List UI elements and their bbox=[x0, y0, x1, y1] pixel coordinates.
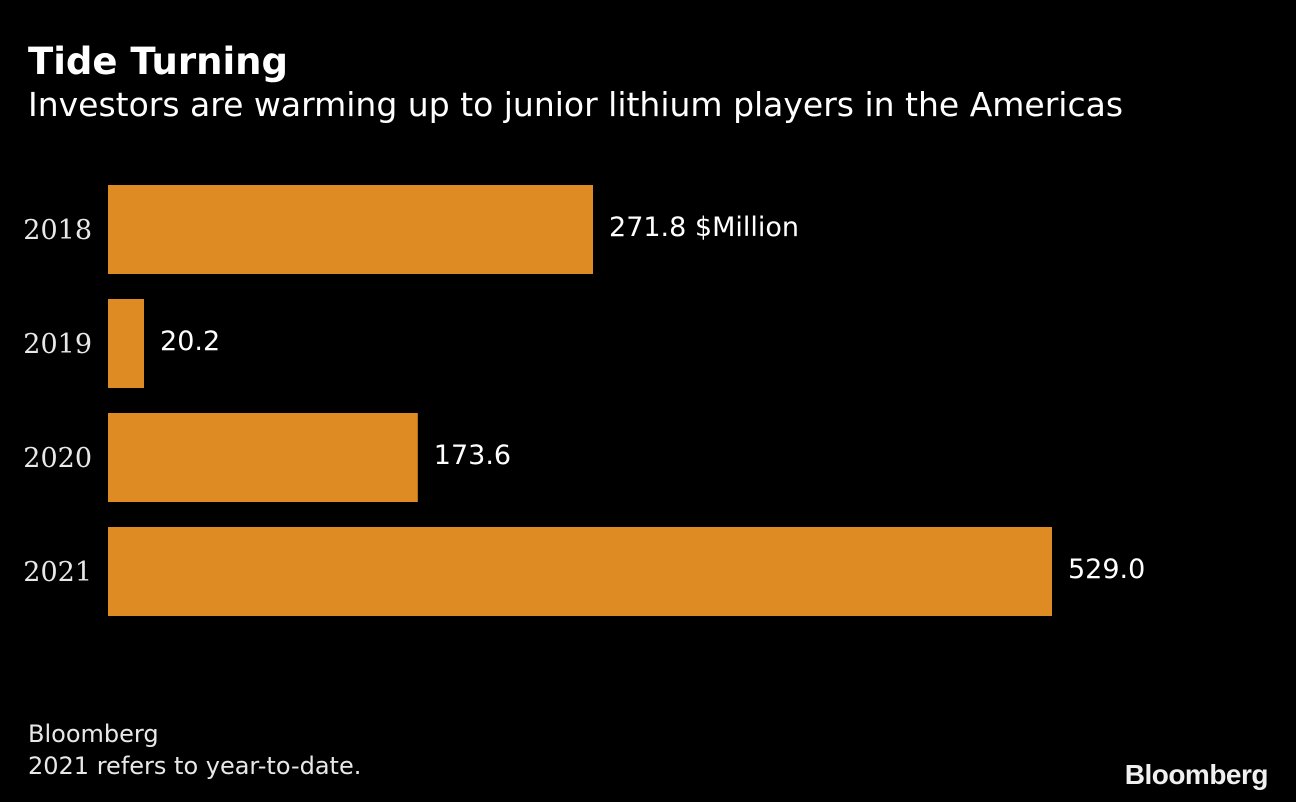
bar-2021 bbox=[108, 527, 1052, 616]
footer: Bloomberg 2021 refers to year-to-date. bbox=[28, 718, 361, 782]
chart-subtitle: Investors are warming up to junior lithi… bbox=[28, 85, 1124, 124]
value-label-2021: 529.0 bbox=[1068, 554, 1145, 585]
chart-title: Tide Turning bbox=[28, 40, 288, 83]
value-label-2019: 20.2 bbox=[160, 326, 220, 357]
bar-chart: 2018 271.8 $Million 2019 20.2 2020 173.6 2021 5… bbox=[23, 185, 1145, 616]
bar-2019 bbox=[108, 299, 144, 388]
bar-2018 bbox=[108, 185, 593, 274]
value-label-2020: 173.6 bbox=[434, 440, 511, 471]
value-label-2018: 271.8 $Million bbox=[609, 212, 799, 243]
category-label-2021: 2021 bbox=[23, 557, 92, 588]
footnote: 2021 refers to year-to-date. bbox=[28, 752, 362, 780]
source-note: Bloomberg bbox=[28, 720, 159, 748]
bloomberg-logo: Bloomberg bbox=[1124, 759, 1269, 790]
bar-2020 bbox=[108, 413, 418, 502]
category-label-2018: 2018 bbox=[23, 215, 92, 246]
category-label-2019: 2019 bbox=[23, 329, 92, 360]
category-label-2020: 2020 bbox=[23, 443, 92, 474]
